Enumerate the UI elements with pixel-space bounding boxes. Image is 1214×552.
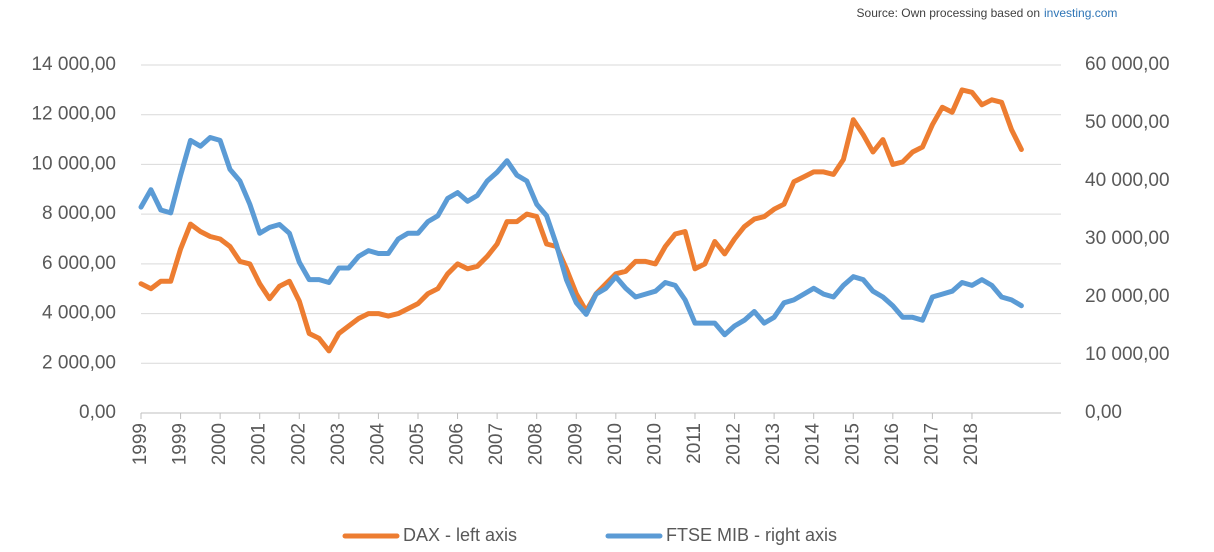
- source: Source: Own processing based on: [857, 6, 1040, 20]
- x-tick-label: 2009: [565, 423, 586, 465]
- source-link: investing.com: [1044, 6, 1117, 20]
- y-tick-label: 2 000,00: [42, 352, 116, 373]
- x-tick-label: 2010: [644, 423, 665, 465]
- x-tick-label: 2002: [288, 423, 309, 465]
- line-series: [138, 87, 1024, 354]
- x-tick-label: 2000: [209, 423, 230, 465]
- x-tick-label: 1999: [170, 423, 191, 465]
- y2-tick-label: 20 000,00: [1085, 286, 1170, 307]
- y2-tick-label: 60 000,00: [1085, 54, 1170, 75]
- x-tick-label: 2017: [921, 423, 942, 465]
- x-tick-label: 2013: [763, 423, 784, 465]
- x-tick-label: 2006: [447, 423, 468, 465]
- x-tick-label: 2008: [526, 423, 547, 465]
- y-tick-label: 12 000,00: [31, 104, 116, 125]
- y-tick-label: 0,00: [79, 402, 116, 423]
- x-tick-label: 1999: [130, 423, 151, 465]
- x-tick-label: 2010: [605, 423, 626, 465]
- x-tick-label: 2016: [882, 423, 903, 465]
- y2-tick-label: 40 000,00: [1085, 170, 1170, 191]
- y2-tick-label: 50 000,00: [1085, 112, 1170, 133]
- x-tick-label: 2012: [724, 423, 745, 465]
- x-tick-label: 2018: [961, 423, 982, 465]
- y-tick-label: 6 000,00: [42, 253, 116, 274]
- x-tick-label: 2005: [407, 423, 428, 465]
- legend-label: DAX - left axis: [403, 525, 517, 545]
- y-tick-label: 10 000,00: [31, 153, 116, 174]
- y-tick-label: 4 000,00: [42, 303, 116, 324]
- y-tick-label: 14 000,00: [31, 54, 116, 75]
- y-tick-label: 8 000,00: [42, 203, 116, 224]
- line-series: [138, 135, 1024, 338]
- y2-tick-label: 10 000,00: [1085, 344, 1170, 365]
- x-tick-label: 2007: [486, 423, 507, 465]
- x-tick-label: 2015: [842, 423, 863, 465]
- y2-tick-label: 0,00: [1085, 402, 1122, 423]
- x-tick-label: 2014: [803, 423, 824, 466]
- x-tick-label: 2004: [367, 423, 388, 466]
- x-tick-label: 2011: [684, 423, 705, 464]
- x-tick-label: 2003: [328, 423, 349, 465]
- legend-label: FTSE MIB - right axis: [666, 525, 837, 545]
- y2-tick-label: 30 000,00: [1085, 228, 1170, 249]
- x-tick-label: 2001: [249, 423, 270, 465]
